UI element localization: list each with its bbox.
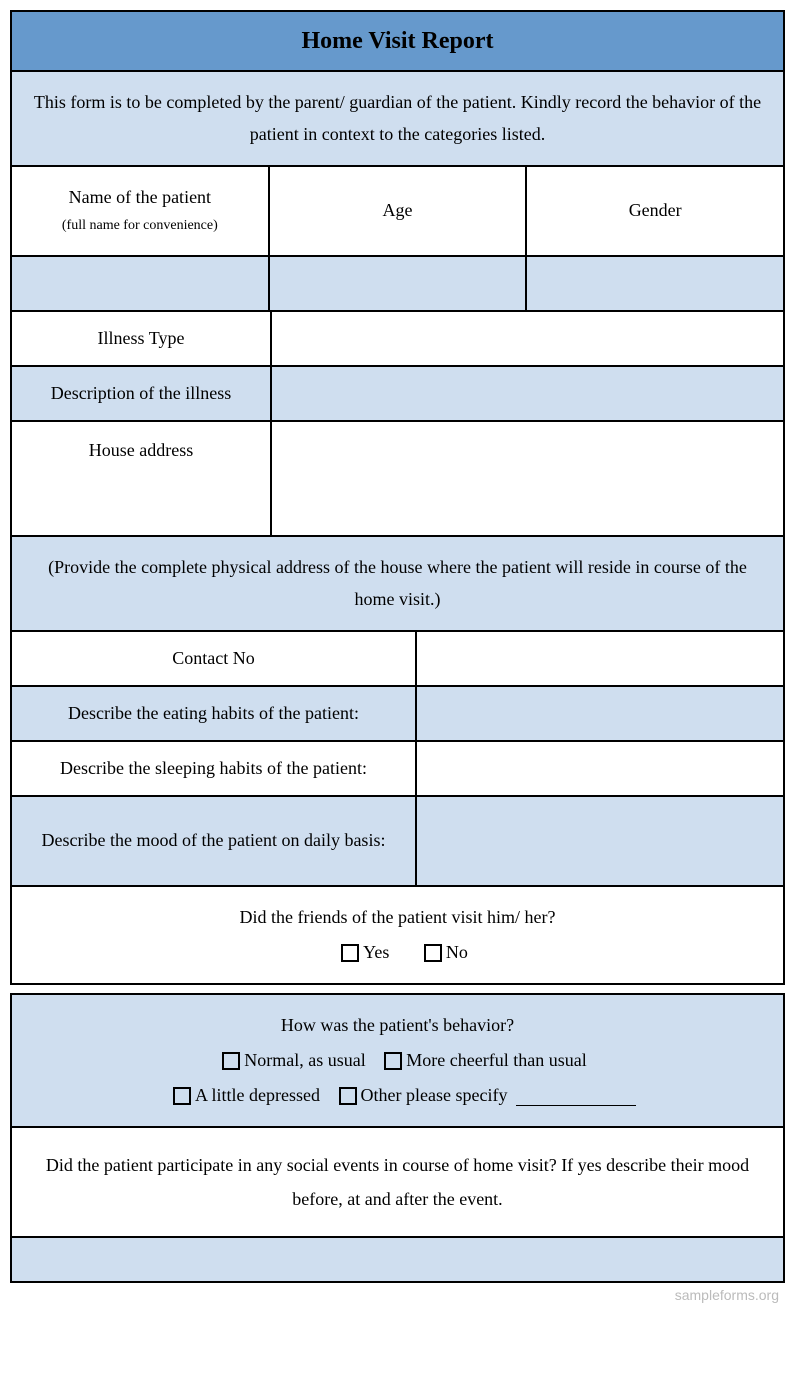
name-sublabel: (full name for convenience) bbox=[62, 218, 218, 234]
friends-question-section: Did the friends of the patient visit him… bbox=[11, 886, 784, 984]
illness-desc-label: Description of the illness bbox=[11, 366, 271, 421]
other-specify-line[interactable] bbox=[516, 1092, 636, 1106]
address-note: (Provide the complete physical address o… bbox=[11, 536, 784, 631]
gender-input[interactable] bbox=[526, 256, 784, 311]
illness-type-label: Illness Type bbox=[11, 311, 271, 366]
yes-label: Yes bbox=[363, 942, 389, 962]
watermark: sampleforms.org bbox=[10, 1283, 785, 1303]
social-answer-input[interactable] bbox=[11, 1237, 784, 1282]
illness-type-input[interactable] bbox=[271, 311, 784, 366]
address-note-text: (Provide the complete physical address o… bbox=[30, 551, 765, 616]
checkbox-yes[interactable] bbox=[341, 944, 359, 962]
behavior-row2: A little depressed Other please specify bbox=[159, 1085, 636, 1106]
social-question-text: Did the patient participate in any socia… bbox=[28, 1148, 767, 1216]
form-title: Home Visit Report bbox=[11, 11, 784, 71]
address-label: House address bbox=[11, 421, 271, 536]
home-visit-form: Home Visit Report This form is to be com… bbox=[10, 10, 785, 985]
age-label: Age bbox=[383, 200, 413, 221]
home-visit-form-part2: How was the patient's behavior? Normal, … bbox=[10, 993, 785, 1283]
checkbox-other[interactable] bbox=[339, 1087, 357, 1105]
age-header-cell: Age bbox=[269, 166, 527, 256]
gender-header-cell: Gender bbox=[526, 166, 784, 256]
gender-label: Gender bbox=[629, 200, 682, 221]
behavior-question: How was the patient's behavior? bbox=[281, 1015, 514, 1036]
opt-cheerful: More cheerful than usual bbox=[406, 1050, 586, 1070]
contact-label: Contact No bbox=[11, 631, 416, 686]
friends-question: Did the friends of the patient visit him… bbox=[240, 907, 556, 928]
checkbox-normal[interactable] bbox=[222, 1052, 240, 1070]
checkbox-depressed[interactable] bbox=[173, 1087, 191, 1105]
name-header-cell: Name of the patient (full name for conve… bbox=[11, 166, 269, 256]
mood-label: Describe the mood of the patient on dail… bbox=[11, 796, 416, 886]
eating-label: Describe the eating habits of the patien… bbox=[11, 686, 416, 741]
name-label: Name of the patient bbox=[69, 187, 211, 208]
name-input[interactable] bbox=[11, 256, 269, 311]
eating-input[interactable] bbox=[416, 686, 784, 741]
behavior-section: How was the patient's behavior? Normal, … bbox=[11, 994, 784, 1127]
instructions-text: This form is to be completed by the pare… bbox=[30, 86, 765, 151]
checkbox-cheerful[interactable] bbox=[384, 1052, 402, 1070]
contact-input[interactable] bbox=[416, 631, 784, 686]
address-input[interactable] bbox=[271, 421, 784, 536]
illness-desc-input[interactable] bbox=[271, 366, 784, 421]
opt-depressed: A little depressed bbox=[195, 1085, 320, 1105]
mood-input[interactable] bbox=[416, 796, 784, 886]
social-question: Did the patient participate in any socia… bbox=[11, 1127, 784, 1237]
sleeping-input[interactable] bbox=[416, 741, 784, 796]
sleeping-label: Describe the sleeping habits of the pati… bbox=[11, 741, 416, 796]
opt-normal: Normal, as usual bbox=[244, 1050, 365, 1070]
opt-other: Other please specify bbox=[361, 1085, 508, 1105]
no-label: No bbox=[446, 942, 468, 962]
title-text: Home Visit Report bbox=[302, 28, 494, 55]
friends-options: Yes No bbox=[327, 942, 468, 963]
instructions: This form is to be completed by the pare… bbox=[11, 71, 784, 166]
checkbox-no[interactable] bbox=[424, 944, 442, 962]
age-input[interactable] bbox=[269, 256, 527, 311]
behavior-row1: Normal, as usual More cheerful than usua… bbox=[208, 1050, 586, 1071]
